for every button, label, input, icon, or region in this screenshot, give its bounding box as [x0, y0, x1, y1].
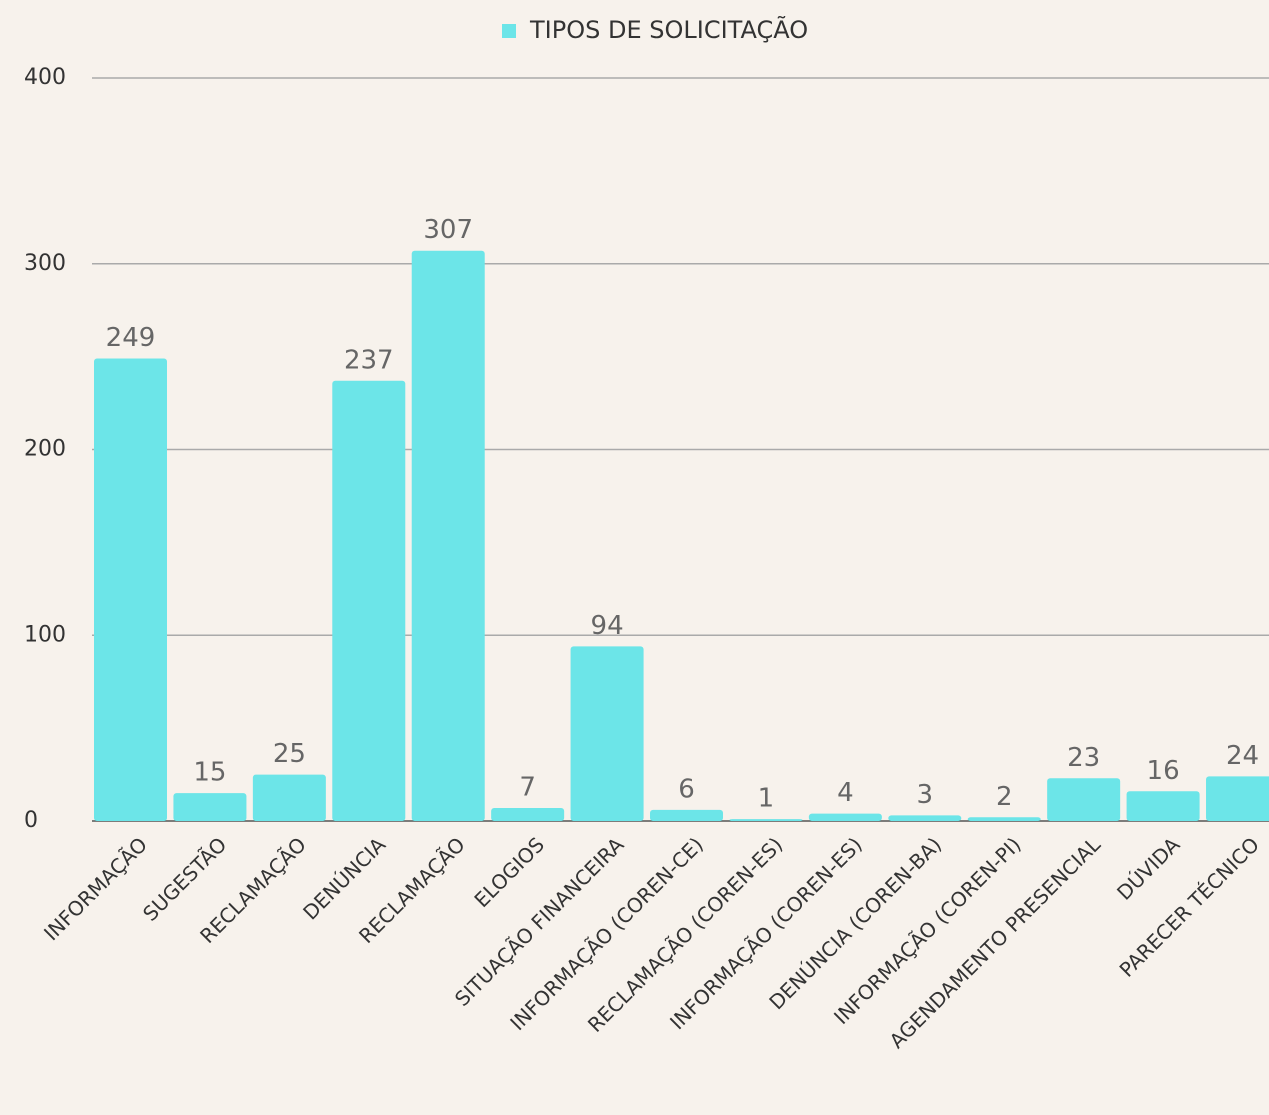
value-label: 307 — [423, 215, 473, 245]
bar — [650, 809, 724, 821]
bar — [252, 774, 326, 821]
value-label: 3 — [917, 780, 934, 810]
bar — [411, 250, 485, 821]
y-tick-label: 400 — [24, 65, 66, 90]
value-label: 4 — [837, 778, 854, 808]
legend-label: TIPOS DE SOLICITAÇÃO — [529, 14, 808, 44]
value-label: 237 — [344, 345, 394, 375]
value-label: 2 — [996, 782, 1013, 812]
y-tick-label: 0 — [24, 808, 38, 833]
y-tick-label: 300 — [24, 251, 66, 276]
x-tick-label: DÚVIDA — [1112, 832, 1185, 905]
y-tick-label: 100 — [24, 622, 66, 647]
bar — [967, 817, 1041, 821]
value-label: 249 — [106, 323, 156, 353]
value-label: 25 — [273, 739, 306, 769]
legend-swatch — [502, 24, 516, 38]
bar — [1047, 778, 1121, 821]
bar — [888, 815, 962, 821]
value-label: 6 — [678, 774, 695, 804]
value-label: 16 — [1147, 756, 1180, 786]
value-label: 23 — [1067, 743, 1100, 773]
x-tick-label: ELOGIOS — [469, 832, 549, 912]
value-label: 24 — [1226, 741, 1259, 771]
value-label: 94 — [591, 611, 624, 641]
bar — [491, 807, 565, 821]
bar — [94, 358, 167, 821]
bar — [1206, 776, 1269, 821]
x-tick-label: INFORMAÇÃO — [39, 832, 152, 945]
value-label: 1 — [758, 784, 775, 814]
y-tick-label: 200 — [24, 437, 66, 462]
bar — [729, 819, 803, 821]
bar — [332, 380, 406, 821]
bar — [1126, 791, 1200, 821]
bar — [808, 813, 882, 821]
bar — [570, 646, 644, 821]
value-label: 7 — [519, 772, 536, 802]
x-tick-label: PARECER TÉCNICO — [1115, 832, 1264, 981]
bar — [173, 793, 247, 821]
value-label: 15 — [193, 758, 226, 788]
